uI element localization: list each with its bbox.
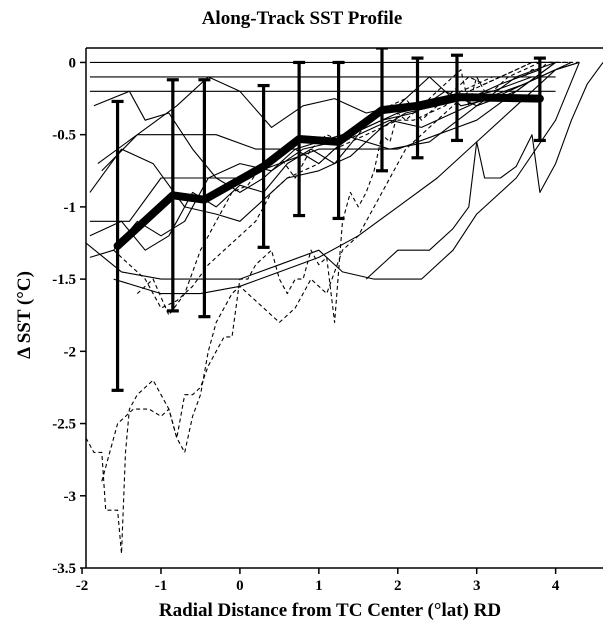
series-group: [86, 48, 603, 555]
series-line-18: [136, 61, 564, 316]
y-axis-title: Δ SST (°C): [14, 271, 35, 359]
y-tick-label-6: -3: [64, 489, 77, 505]
x-tick-label-5: 3: [473, 578, 481, 594]
series-line-12: [89, 69, 541, 222]
series-line-10: [89, 61, 556, 222]
x-tick-label-0: -2: [76, 578, 89, 594]
mean-line: [113, 93, 544, 250]
axis-ticks: -2 -1 0 1 2 3 4 0 -0.5 -1 -1.5 -2 -2.5 -3 -3.5: [52, 55, 560, 594]
series-line-4: [365, 62, 603, 280]
x-tick-label-2: 0: [236, 578, 244, 594]
y-tick-label-2: -1: [64, 200, 77, 216]
series-line-15: [86, 61, 580, 555]
y-tick-label-7: -3.5: [52, 561, 76, 577]
x-tick-label-4: 2: [394, 578, 402, 594]
y-tick-label-3: -1.5: [52, 272, 76, 288]
x-axis-title: Radial Distance from TC Center (°lat) RD: [159, 600, 501, 621]
y-tick-label-0: 0: [69, 55, 77, 71]
series-line-8: [97, 61, 580, 165]
x-tick-label-6: 4: [552, 578, 560, 594]
y-tick-label-1: -0.5: [52, 128, 76, 144]
y-tick-label-5: -2.5: [52, 417, 76, 433]
y-tick-label-4: -2: [64, 344, 77, 360]
plot-area: [85, 47, 603, 569]
series-line-17: [113, 61, 572, 309]
series-line-13: [89, 61, 572, 251]
chart-title: Along-Track SST Profile: [202, 8, 403, 29]
x-tick-label-3: 1: [315, 578, 323, 594]
series-line-11: [93, 61, 556, 193]
x-tick-label-1: -1: [155, 578, 168, 594]
